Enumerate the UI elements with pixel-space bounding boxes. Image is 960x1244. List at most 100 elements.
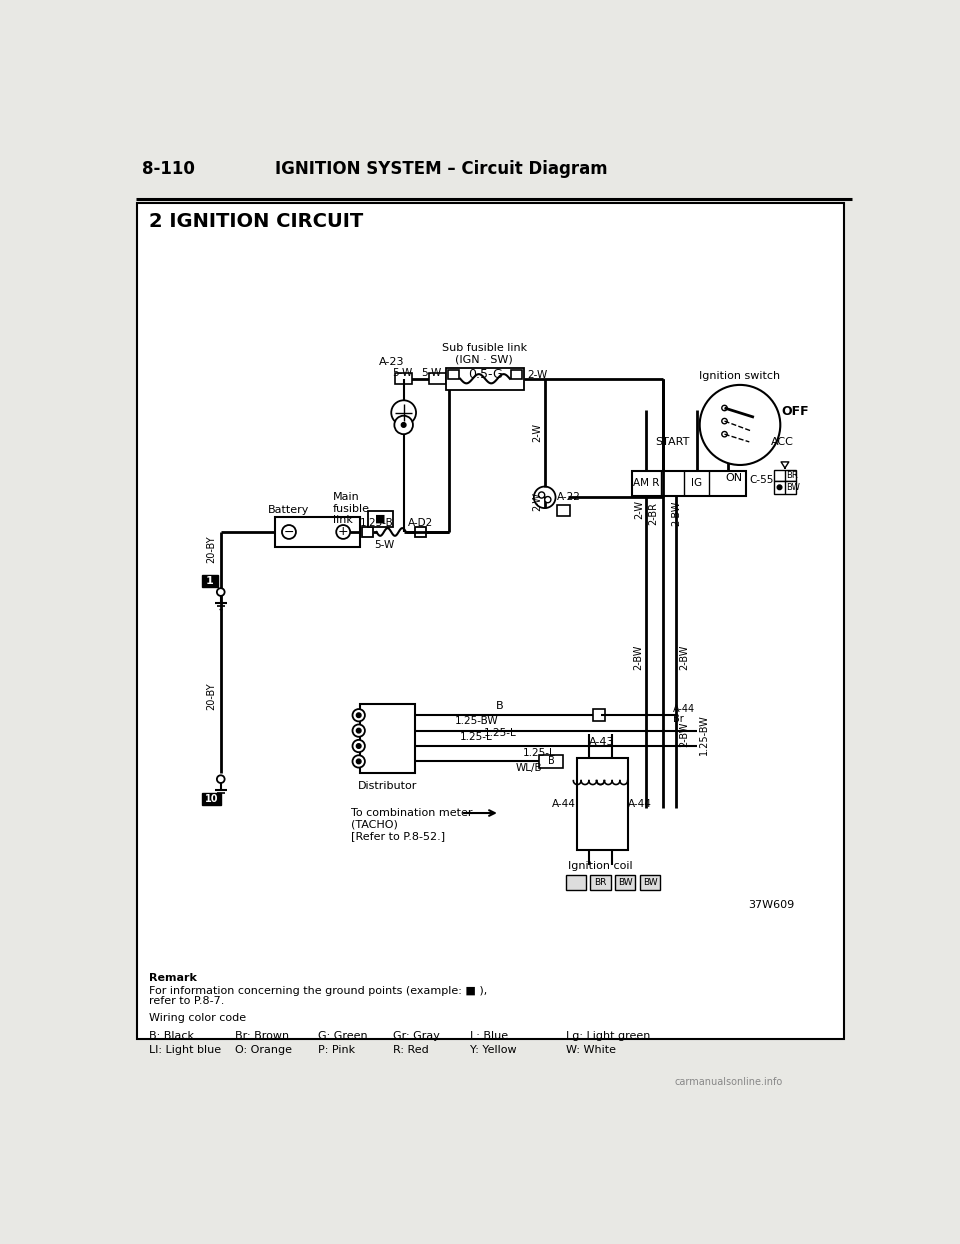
Text: A-D2: A-D2 [408,518,433,529]
Bar [590,875,611,889]
Text: refer to P.8-7.: refer to P.8-7. [150,996,225,1006]
Circle shape [352,724,365,736]
Circle shape [778,485,781,490]
Bar [557,505,569,516]
Text: BW: BW [786,484,801,493]
Bar [512,369,522,378]
Bar [446,368,524,389]
Text: 1.25-BW: 1.25-BW [699,714,709,755]
Text: A-44: A-44 [552,799,576,809]
Bar [137,203,844,1039]
Bar [615,875,636,889]
Text: Br: Br [673,714,684,724]
Circle shape [352,755,365,768]
Text: START: START [655,437,689,447]
Circle shape [352,709,365,722]
Bar [640,875,660,889]
Text: 2 IGNITION CIRCUIT: 2 IGNITION CIRCUIT [150,213,364,231]
Text: A-44: A-44 [673,704,695,714]
Circle shape [722,418,728,424]
Text: 1.25-L: 1.25-L [523,748,556,758]
Text: 5-W: 5-W [374,540,395,550]
Text: carmanualsonline.info: carmanualsonline.info [674,1077,782,1087]
Text: 2-BW: 2-BW [680,722,689,748]
Text: 1.25-BW: 1.25-BW [455,717,498,726]
Text: B: B [496,700,504,712]
Text: IG: IG [691,479,702,489]
Circle shape [356,744,361,749]
Bar [774,481,796,494]
Text: B: Black: B: Black [150,1031,195,1041]
Text: 1.25-L: 1.25-L [460,731,492,741]
Text: Sub fusible link
(IGN · SW): Sub fusible link (IGN · SW) [442,343,527,364]
Text: BW: BW [618,878,633,887]
Text: 1.25-B: 1.25-B [360,518,394,529]
Circle shape [356,713,361,718]
Text: 2-BW: 2-BW [671,501,682,526]
Circle shape [722,406,728,411]
Circle shape [539,491,544,498]
Text: 37W609: 37W609 [748,899,794,911]
Bar [368,511,393,526]
Text: Main
fusible
link: Main fusible link [333,491,371,525]
Circle shape [217,588,225,596]
Text: P: Pink: P: Pink [318,1045,355,1055]
Text: 2-BW: 2-BW [634,644,643,671]
Bar [429,373,446,384]
Text: C-55: C-55 [750,475,774,485]
Text: IGNITION SYSTEM – Circuit Diagram: IGNITION SYSTEM – Circuit Diagram [275,160,608,178]
Bar [416,527,426,536]
Circle shape [356,728,361,733]
Text: Battery: Battery [268,505,310,515]
Text: G: Green: G: Green [318,1031,368,1041]
Text: 1: 1 [206,576,214,586]
Circle shape [722,432,728,437]
Text: WL/B: WL/B [516,763,541,773]
Bar [360,704,415,773]
Bar [203,575,218,587]
Bar [577,758,628,850]
Text: Y: Yellow: Y: Yellow [470,1045,516,1055]
Circle shape [356,759,361,764]
Bar [447,369,459,378]
Text: Gr: Gray: Gr: Gray [393,1031,440,1041]
Circle shape [282,525,296,539]
Text: L: Blue: L: Blue [470,1031,509,1041]
Circle shape [352,740,365,753]
Bar [632,471,746,496]
Text: To combination meter
(TACHO)
[Refer to P.8-52.]: To combination meter (TACHO) [Refer to P… [351,807,472,841]
Text: O: Orange: O: Orange [234,1045,292,1055]
Text: +: + [338,525,348,539]
Text: R: Red: R: Red [393,1045,428,1055]
Bar [774,469,796,481]
Text: A-43: A-43 [589,738,614,748]
Text: Wiring color code: Wiring color code [150,1013,247,1024]
Text: Lg: Light green: Lg: Light green [565,1031,650,1041]
Circle shape [395,415,413,434]
Text: W: White: W: White [565,1045,615,1055]
Text: −: − [284,525,294,539]
Bar [396,373,412,384]
Circle shape [700,384,780,465]
Text: 2-W: 2-W [532,423,542,442]
Text: 2-W: 2-W [527,369,547,379]
Bar [592,709,605,722]
Text: 5-W: 5-W [392,368,412,378]
Text: ON: ON [725,473,742,483]
Text: 20-BY: 20-BY [206,536,216,564]
Text: 20-BY: 20-BY [206,682,216,710]
Text: Ignition switch: Ignition switch [700,371,780,381]
Text: OFF: OFF [781,404,809,418]
Circle shape [392,401,416,425]
Text: B: B [547,756,554,766]
Text: 8-110: 8-110 [142,160,195,178]
Text: Remark: Remark [150,973,198,983]
Text: Distributor: Distributor [358,781,417,791]
Text: ACC: ACC [771,437,794,447]
Text: 2-BW: 2-BW [680,644,689,671]
Text: 1.25-L: 1.25-L [484,728,516,738]
Circle shape [534,486,556,508]
Text: BW: BW [643,878,658,887]
Circle shape [401,423,406,427]
Bar [203,792,221,805]
